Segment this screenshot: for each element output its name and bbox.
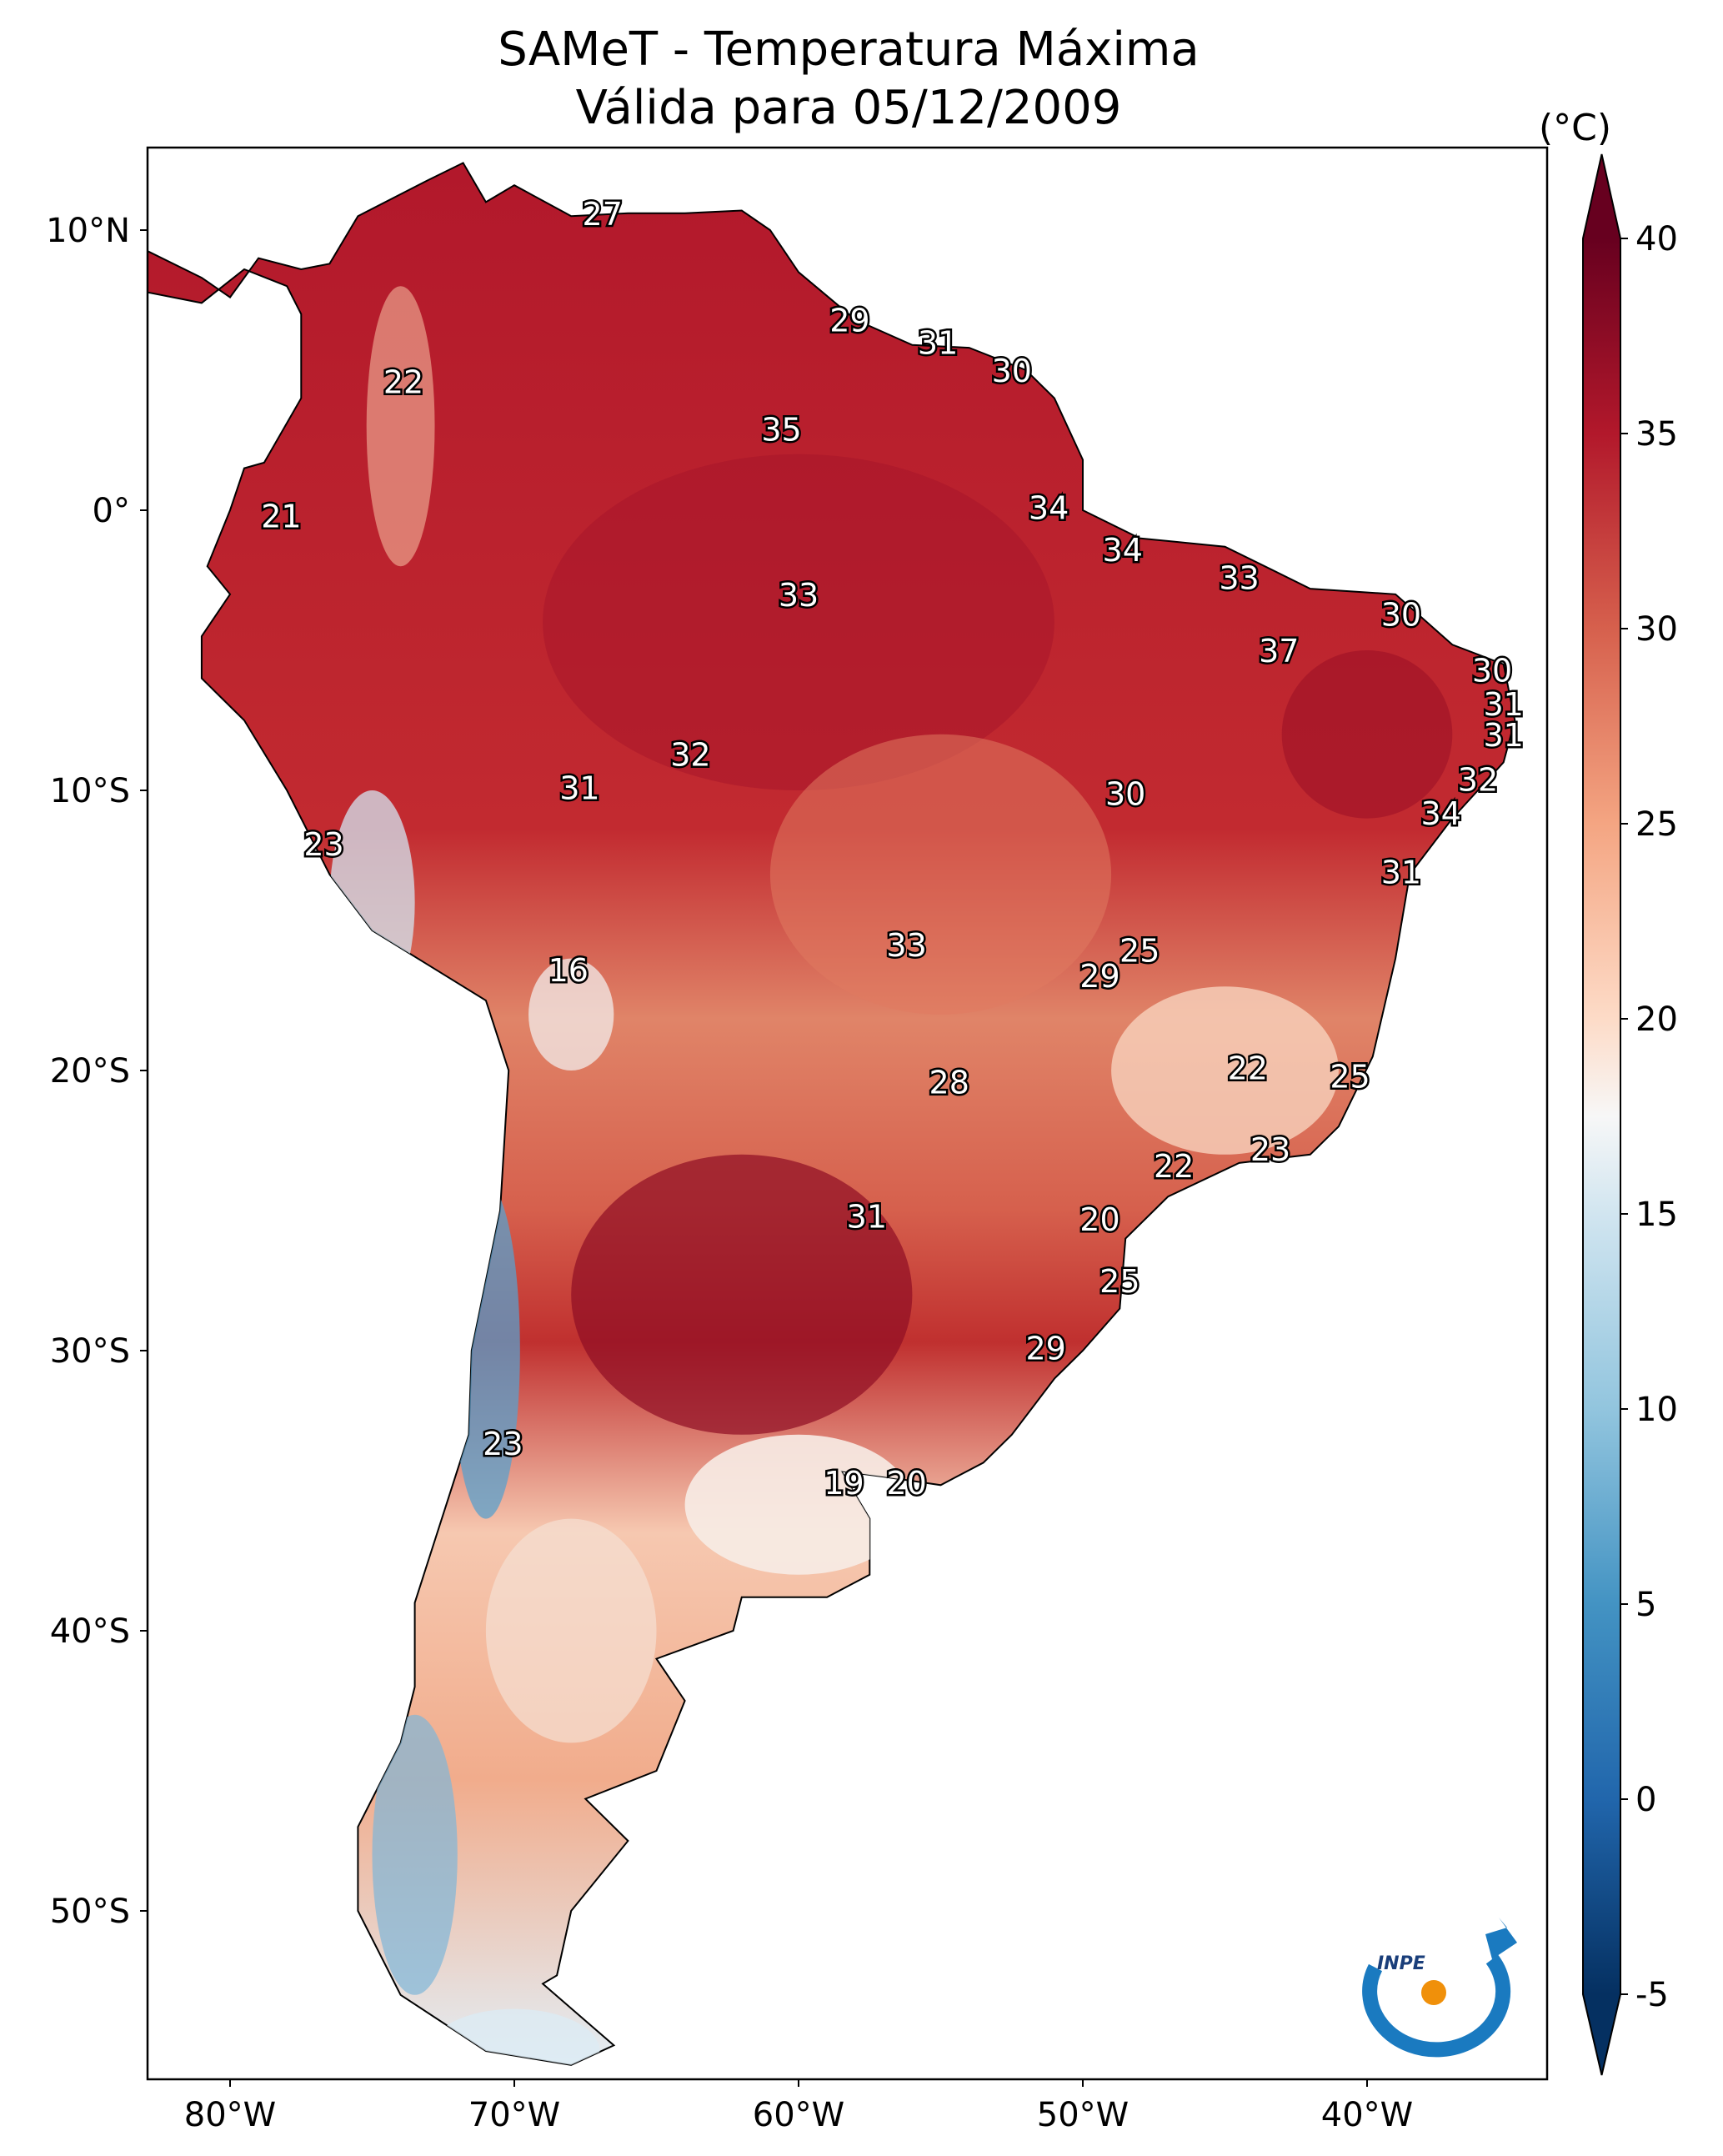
temperature-field-patch	[372, 1714, 458, 1995]
colorbar-tick-label: 15	[1635, 1196, 1678, 1234]
station-temperature-label: 30	[1381, 596, 1421, 633]
station-temperature-label: 31	[559, 770, 599, 807]
station-temperature-label: 20	[1079, 1201, 1119, 1238]
station-temperature-label: 34	[1103, 532, 1143, 569]
station-temperature-label: 33	[886, 927, 926, 964]
temperature-field-patch	[329, 790, 415, 1015]
logo-text: INPE	[1377, 1953, 1425, 1974]
station-temperature-label: 27	[583, 196, 623, 233]
colorbar-tick-label: 0	[1635, 1781, 1656, 1819]
station-temperature-label: 31	[1484, 717, 1524, 754]
map-subtitle: Válida para 05/12/2009	[575, 81, 1122, 135]
colorbar-tick-label: 5	[1635, 1586, 1656, 1624]
station-temperature-label: 32	[670, 736, 710, 773]
station-temperature-label: 23	[1250, 1131, 1290, 1168]
station-temperature-label: 33	[779, 577, 819, 614]
temperature-field-patch	[543, 454, 1054, 791]
station-temperature-label: 29	[1025, 1331, 1065, 1367]
lat-tick-label: 50°S	[50, 1893, 130, 1931]
station-temperature-label: 23	[303, 826, 343, 863]
lon-tick-label: 60°W	[753, 2096, 844, 2134]
colorbar-tick-label: 40	[1635, 220, 1678, 258]
station-temperature-label: 28	[929, 1064, 969, 1101]
temperature-field-patch	[428, 2008, 600, 2065]
station-temperature-label: 22	[1228, 1050, 1268, 1087]
temperature-field-patch	[571, 1154, 913, 1435]
station-temperature-label: 22	[383, 364, 423, 400]
station-temperature-label: 25	[1119, 933, 1160, 970]
station-temperature-label: 16	[548, 952, 589, 989]
lat-tick-label: 40°S	[50, 1612, 130, 1651]
lon-tick-label: 50°W	[1037, 2096, 1129, 2134]
lat-tick-label: 20°S	[50, 1052, 130, 1091]
colorbar-tick-label: 35	[1635, 415, 1678, 454]
station-temperature-label: 23	[483, 1426, 523, 1462]
colorbar-extend-max	[1583, 154, 1620, 238]
temperature-field-patch	[1281, 650, 1453, 819]
temperature-field-patch	[684, 1434, 913, 1575]
south-america-landmass	[148, 162, 1516, 2066]
station-temperature-label: 31	[918, 324, 958, 361]
colorbar-tick-label: -5	[1635, 1976, 1669, 2014]
colorbar-tick-label: 10	[1635, 1391, 1678, 1429]
lat-tick-label: 0°	[93, 492, 130, 530]
station-temperature-label: 19	[824, 1465, 864, 1502]
station-temperature-label: 32	[1458, 762, 1498, 799]
station-temperature-label: 21	[261, 499, 301, 535]
lon-tick-label: 40°W	[1321, 2096, 1413, 2134]
lon-tick-label: 80°W	[184, 2096, 276, 2134]
station-temperature-label: 35	[761, 412, 801, 449]
station-temperature-label: 30	[1472, 653, 1512, 689]
map-title: SAMeT - Temperatura Máxima	[498, 23, 1200, 77]
map-frame	[146, 146, 1549, 2081]
station-temperature-label: 31	[1381, 854, 1421, 890]
colorbar: 40 35 30 25 20 15 10 5 0 -5	[1582, 153, 1678, 2076]
lat-tick-label: 30°S	[50, 1332, 130, 1371]
colorbar-tick-label: 30	[1635, 610, 1678, 649]
temperature-field-patch	[485, 1518, 657, 1743]
station-temperature-label: 30	[1105, 775, 1145, 812]
station-temperature-label: 29	[1079, 958, 1119, 995]
station-temperature-label: 20	[886, 1465, 926, 1502]
temperature-field-patch	[451, 1182, 520, 1519]
station-temperature-label: 34	[1420, 795, 1460, 832]
station-temperature-label: 25	[1099, 1263, 1139, 1300]
station-temperature-label: 30	[992, 353, 1032, 389]
station-temperature-label: 31	[1484, 686, 1524, 723]
lat-tick-label: 10°S	[50, 772, 130, 810]
colorbar-extend-min	[1583, 1994, 1620, 2075]
station-temperature-label: 37	[1259, 633, 1299, 669]
temperature-field-patch	[366, 286, 435, 567]
lat-tick-label: 10°N	[46, 212, 130, 250]
station-temperature-label: 31	[847, 1199, 887, 1236]
station-temperature-label: 29	[829, 303, 869, 339]
temperature-field-patch	[1111, 986, 1339, 1155]
lon-tick-label: 70°W	[468, 2096, 560, 2134]
colorbar-tick-label: 25	[1635, 805, 1678, 844]
colorbar-tick-label: 20	[1635, 1000, 1678, 1039]
station-temperature-label: 33	[1219, 560, 1259, 597]
colorbar-unit: (°C)	[1539, 107, 1612, 149]
temperature-field-patch	[528, 958, 614, 1071]
inpe-logo: INPE	[1362, 1918, 1517, 2058]
temperature-field-patch	[769, 734, 1112, 1015]
station-temperature-label: 34	[1029, 490, 1069, 527]
station-temperature-label: 22	[1154, 1148, 1194, 1185]
colorbar-gradient	[1583, 238, 1620, 1994]
station-temperature-label: 25	[1330, 1059, 1370, 1096]
